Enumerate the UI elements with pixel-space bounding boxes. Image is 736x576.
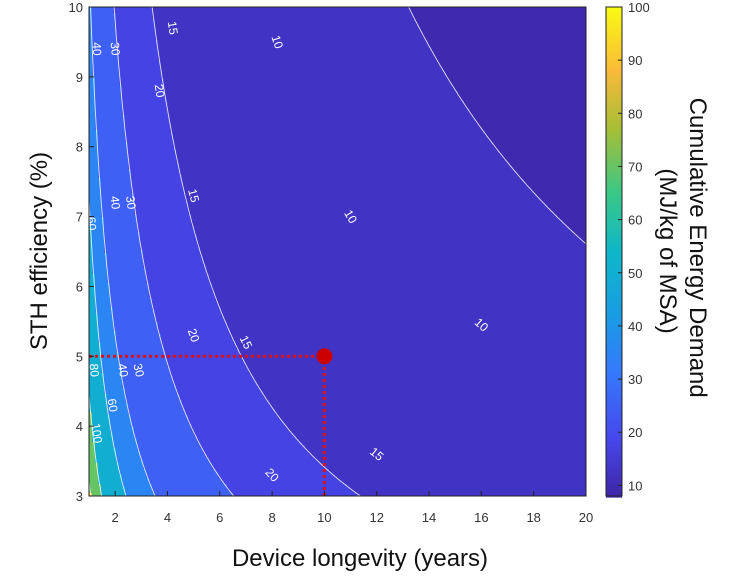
x-tick-label: 8 [268, 510, 275, 525]
x-tick-label: 20 [579, 510, 593, 525]
contour-label: 60 [105, 398, 121, 414]
contour-label: 100 [89, 422, 105, 444]
contour-label: 30 [123, 195, 139, 210]
colorbar-tick-label: 70 [628, 159, 642, 174]
y-tick-label: 10 [69, 0, 83, 15]
colorbar-tick-label: 80 [628, 106, 642, 121]
y-tick-label: 9 [76, 70, 83, 85]
contour-label: 40 [115, 362, 131, 378]
colorbar-tick-label: 30 [628, 372, 642, 387]
x-tick-label: 4 [164, 510, 171, 525]
contour-label: 15 [165, 20, 181, 36]
x-axis-title: Device longevity (years) [232, 545, 488, 572]
colorbar-tick-label: 90 [628, 53, 642, 68]
y-axis-title: STH efficiency (%) [26, 152, 53, 350]
colorbar-title-line2: (MJ/kg of MSA) [654, 168, 681, 333]
contour-label: 30 [108, 42, 123, 57]
colorbar-tick-label: 60 [628, 213, 642, 228]
y-tick-label: 4 [76, 419, 83, 434]
contour-label: 60 [84, 217, 99, 231]
contour-label: 40 [89, 42, 104, 56]
colorbar-tick-label: 20 [628, 425, 642, 440]
colorbar-title-line1: Cumulative Energy Demand [684, 98, 711, 398]
y-tick-label: 5 [76, 349, 83, 364]
contour-label: 40 [108, 195, 123, 210]
x-tick-label: 14 [422, 510, 436, 525]
colorbar: 10 20 30 40 50 60 70 80 90 100 [606, 0, 650, 498]
x-tick-label: 12 [370, 510, 384, 525]
x-tick-label: 2 [112, 510, 119, 525]
x-tick-label: 18 [526, 510, 540, 525]
y-tick-label: 7 [76, 210, 83, 225]
colorbar-tick-label: 100 [628, 0, 650, 15]
x-tick-label: 6 [216, 510, 223, 525]
x-tick-label: 10 [317, 510, 331, 525]
colorbar-title: Cumulative Energy Demand (MJ/kg of MSA) [654, 98, 711, 405]
x-tick-label: 16 [474, 510, 488, 525]
y-tick-label: 3 [76, 489, 83, 504]
y-tick-label: 8 [76, 140, 83, 155]
y-tick-label: 6 [76, 279, 83, 294]
colorbar-tick-label: 50 [628, 266, 642, 281]
highlight-point [316, 348, 332, 364]
contour-label: 20 [152, 83, 168, 99]
contour-fill [89, 7, 588, 497]
colorbar-tick-label: 40 [628, 319, 642, 334]
colorbar-tick-label: 10 [628, 478, 642, 493]
